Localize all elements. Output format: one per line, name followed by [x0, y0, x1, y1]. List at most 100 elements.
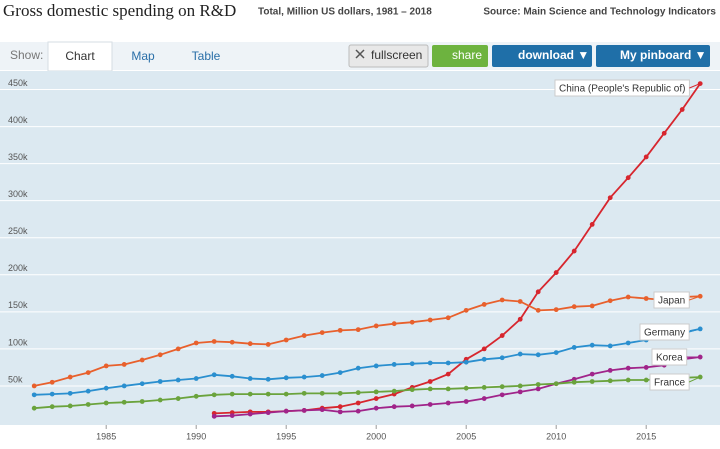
plot-area — [0, 71, 720, 425]
data-point — [355, 400, 361, 406]
data-point — [643, 365, 649, 370]
data-point — [157, 397, 163, 403]
data-point — [265, 391, 271, 397]
data-point — [265, 376, 271, 382]
data-point — [229, 391, 235, 397]
data-point — [319, 330, 325, 335]
data-point — [157, 379, 163, 384]
data-point — [247, 411, 253, 417]
data-point — [175, 396, 181, 401]
data-point — [391, 321, 397, 327]
tab[interactable]: Table — [192, 49, 221, 63]
label-connector — [689, 83, 701, 89]
series-line — [34, 376, 701, 410]
data-point — [643, 154, 649, 160]
data-point — [517, 299, 523, 304]
data-point — [427, 360, 433, 366]
y-tick-label: 50k — [8, 374, 23, 384]
data-point — [535, 289, 541, 295]
data-point — [589, 221, 595, 227]
data-point — [247, 391, 253, 397]
button-label[interactable]: fullscreen — [371, 48, 422, 62]
series-line — [214, 356, 701, 418]
data-point — [103, 400, 109, 406]
data-point — [445, 400, 451, 406]
data-point — [247, 376, 253, 381]
tab[interactable]: Chart — [65, 49, 95, 63]
data-point — [535, 386, 541, 392]
data-point — [499, 297, 505, 303]
data-point — [193, 393, 199, 399]
x-axis-band — [0, 425, 720, 449]
share-button[interactable] — [432, 45, 488, 67]
data-point — [643, 296, 649, 301]
button-label[interactable]: download ▼ — [518, 48, 589, 62]
series-label: China (People's Republic of) — [559, 84, 685, 95]
data-point — [85, 370, 91, 376]
source: Source: Main Science and Technology Indi… — [483, 7, 716, 18]
data-point — [283, 337, 289, 343]
data-point — [499, 333, 505, 338]
data-point — [139, 399, 145, 404]
data-point — [571, 379, 577, 385]
data-point — [553, 270, 559, 275]
data-point — [535, 307, 541, 313]
data-point — [589, 371, 595, 377]
data-point — [139, 381, 145, 387]
x-tick-label: 1985 — [96, 431, 116, 441]
data-point — [49, 391, 55, 397]
series-label: France — [654, 378, 686, 389]
data-point — [409, 387, 415, 393]
data-point — [121, 362, 127, 367]
data-point — [67, 403, 73, 409]
data-point — [301, 390, 307, 396]
data-point — [463, 307, 469, 313]
series-line — [34, 328, 701, 396]
show-label: Show: — [10, 48, 43, 62]
y-tick-label: 400k — [8, 115, 28, 125]
data-point — [355, 365, 361, 371]
data-point — [373, 389, 379, 395]
data-point — [445, 360, 451, 366]
data-point — [589, 342, 595, 348]
data-point — [481, 346, 487, 352]
data-point — [625, 340, 631, 346]
x-tick-label: 2010 — [546, 431, 566, 441]
data-point — [301, 408, 307, 413]
data-point — [283, 375, 289, 381]
button-label[interactable]: My pinboard ▼ — [620, 48, 707, 62]
data-point — [679, 107, 685, 112]
pinboard-button[interactable] — [596, 45, 710, 67]
icon — [355, 49, 365, 59]
y-tick-label: 300k — [8, 189, 28, 199]
data-point — [409, 361, 415, 367]
data-point — [643, 377, 649, 383]
data-point — [301, 374, 307, 380]
button-label[interactable]: share — [452, 48, 482, 62]
data-point — [337, 404, 343, 410]
data-point — [283, 391, 289, 397]
tab[interactable]: Map — [131, 49, 155, 63]
data-point — [391, 388, 397, 394]
data-point — [373, 405, 379, 411]
data-point — [391, 404, 397, 410]
data-point — [319, 373, 325, 378]
x-tick-label: 1990 — [186, 431, 206, 441]
data-point — [373, 396, 379, 401]
data-point — [103, 385, 109, 391]
data-point — [553, 381, 559, 387]
data-point — [445, 371, 451, 377]
x-tick-label: 2015 — [636, 431, 656, 441]
data-point — [517, 351, 523, 357]
data-point — [283, 408, 289, 414]
active-tab[interactable] — [47, 41, 113, 72]
x-tick-label: 1995 — [276, 431, 296, 441]
data-point — [103, 363, 109, 369]
download-button[interactable] — [492, 45, 592, 67]
y-tick-label: 100k — [8, 337, 28, 347]
data-point — [571, 248, 577, 254]
data-point — [607, 378, 613, 384]
data-point — [193, 376, 199, 381]
data-point — [211, 392, 217, 398]
fullscreen-button[interactable] — [348, 44, 429, 68]
